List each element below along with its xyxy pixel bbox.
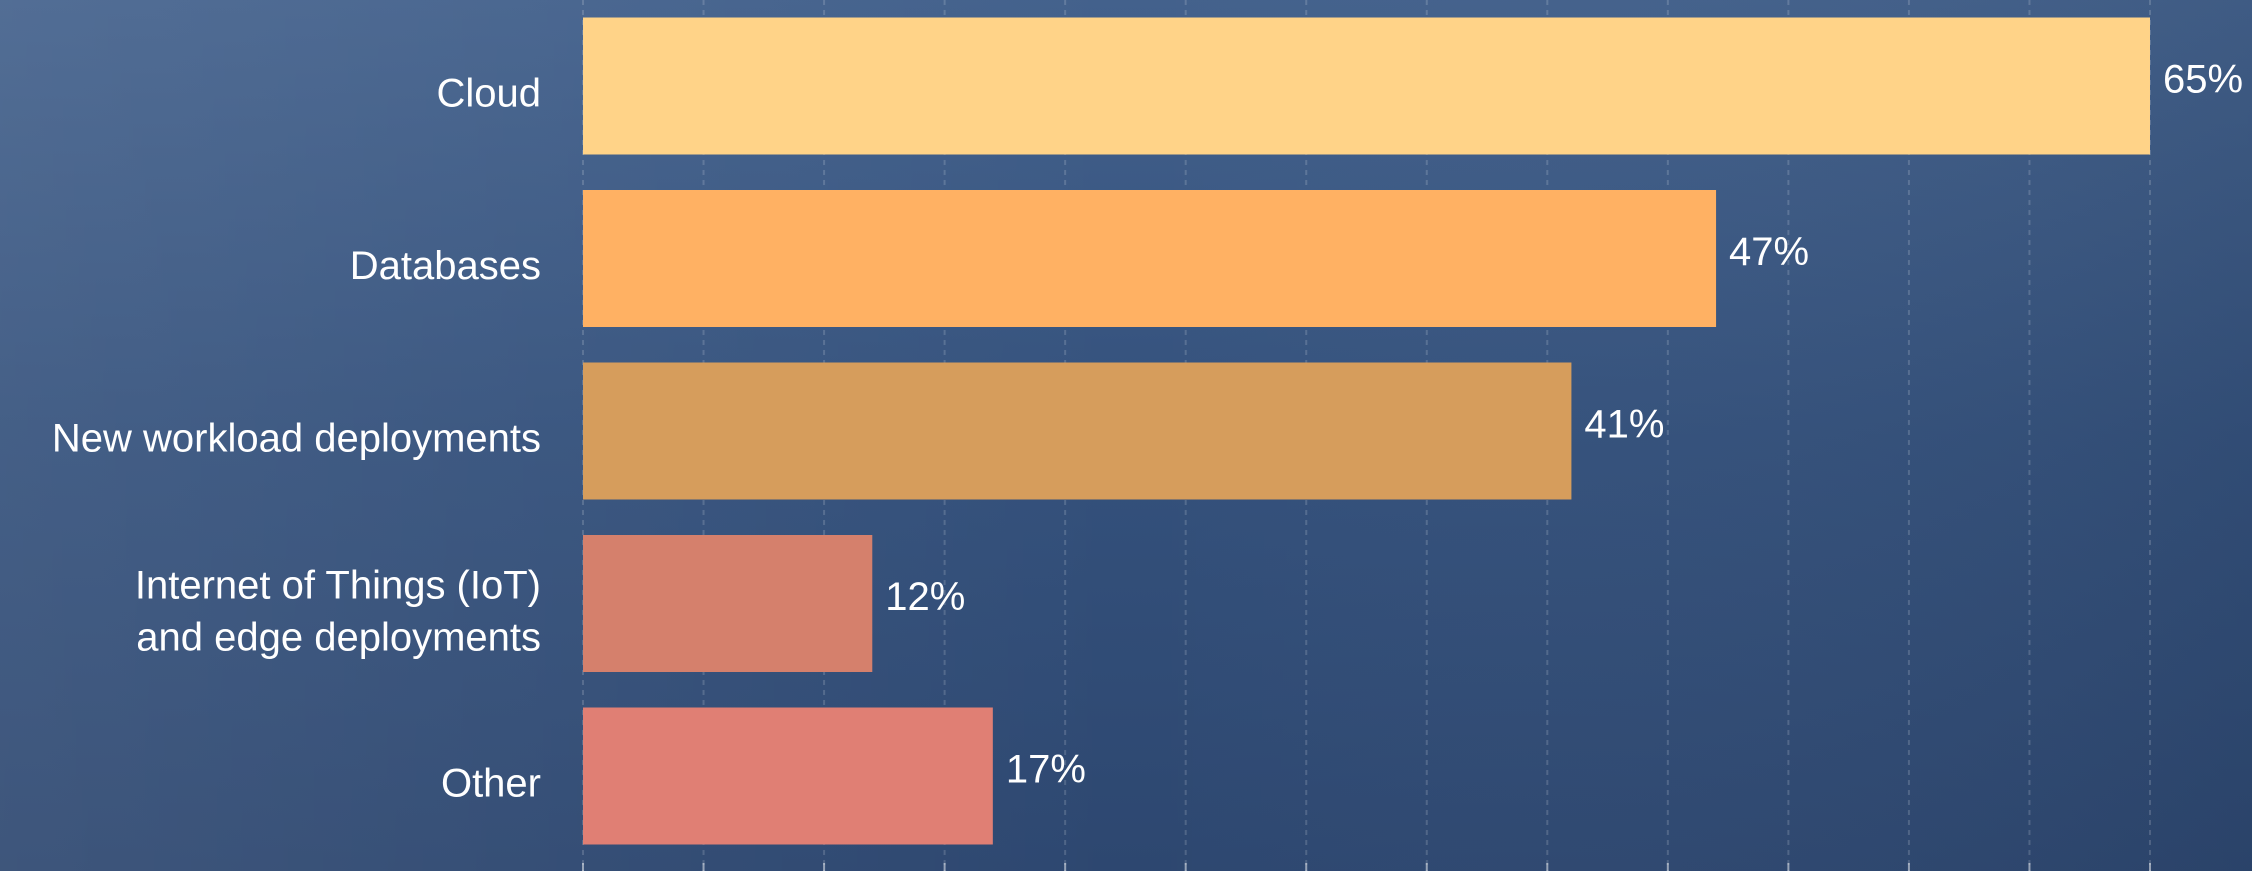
bar [583, 190, 1717, 327]
value-label: 65% [2163, 58, 2243, 102]
grid [582, 0, 2151, 871]
category-label: Internet of Things (IoT) and edge deploym… [135, 563, 541, 659]
category-label: Other [441, 762, 541, 806]
category-label: New workload deployments [52, 417, 541, 461]
value-label: 47% [1729, 230, 1809, 274]
category-label: Databases [350, 244, 541, 288]
bar [583, 707, 993, 845]
bar [583, 362, 1572, 500]
value-label: 17% [1006, 748, 1086, 792]
bar [583, 535, 873, 672]
value-label: 41% [1584, 403, 1664, 447]
bars: Cloud 65% Databases 47% New workload deploym… [52, 17, 2243, 845]
bar [583, 17, 2150, 155]
category-label: Cloud [436, 72, 541, 116]
value-label: 12% [885, 575, 965, 619]
